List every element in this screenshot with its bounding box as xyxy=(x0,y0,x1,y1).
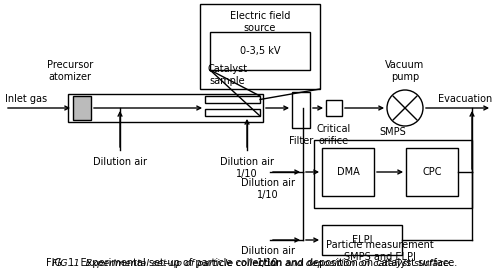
Text: Dilution air: Dilution air xyxy=(93,157,147,167)
Text: Catalyst
sample: Catalyst sample xyxy=(208,64,248,86)
Text: Critical
orifice: Critical orifice xyxy=(317,124,351,146)
Text: Particle measurement
SMPS and ELPI: Particle measurement SMPS and ELPI xyxy=(326,240,434,262)
Text: Dilution air
1/10: Dilution air 1/10 xyxy=(241,178,295,200)
Bar xyxy=(68,94,263,122)
Bar xyxy=(322,225,402,255)
Text: Inlet gas: Inlet gas xyxy=(5,94,47,104)
Text: CPC: CPC xyxy=(422,167,442,177)
Text: Electric field
source: Electric field source xyxy=(230,11,290,33)
Text: 0-3,5 kV: 0-3,5 kV xyxy=(240,46,280,56)
Bar xyxy=(314,140,472,208)
Text: Precursor
atomizer: Precursor atomizer xyxy=(47,61,93,82)
Bar xyxy=(292,92,310,128)
Bar xyxy=(210,32,310,70)
Text: Filter: Filter xyxy=(289,136,313,146)
Text: ELPI: ELPI xyxy=(352,235,372,245)
Bar xyxy=(322,148,374,196)
Text: DMA: DMA xyxy=(336,167,359,177)
Bar xyxy=(406,148,458,196)
Text: FIG. 1  Experimental set-up of particle collection and deposition on catalyst su: FIG. 1 Experimental set-up of particle c… xyxy=(46,258,458,268)
Bar xyxy=(73,96,91,120)
Bar xyxy=(200,4,320,89)
Bar xyxy=(326,100,342,116)
Text: SMPS: SMPS xyxy=(380,127,406,137)
Text: Dilution air
1/10: Dilution air 1/10 xyxy=(241,246,295,268)
Bar xyxy=(205,109,260,116)
Text: Dilution air
1/10: Dilution air 1/10 xyxy=(220,157,274,179)
Text: FIG. 1  Experimental set-up of particle collection and deposition on catalyst su: FIG. 1 Experimental set-up of particle c… xyxy=(52,259,452,268)
Bar xyxy=(205,96,260,103)
Text: Vacuum
pump: Vacuum pump xyxy=(386,61,424,82)
Text: Evacuation: Evacuation xyxy=(438,94,492,104)
